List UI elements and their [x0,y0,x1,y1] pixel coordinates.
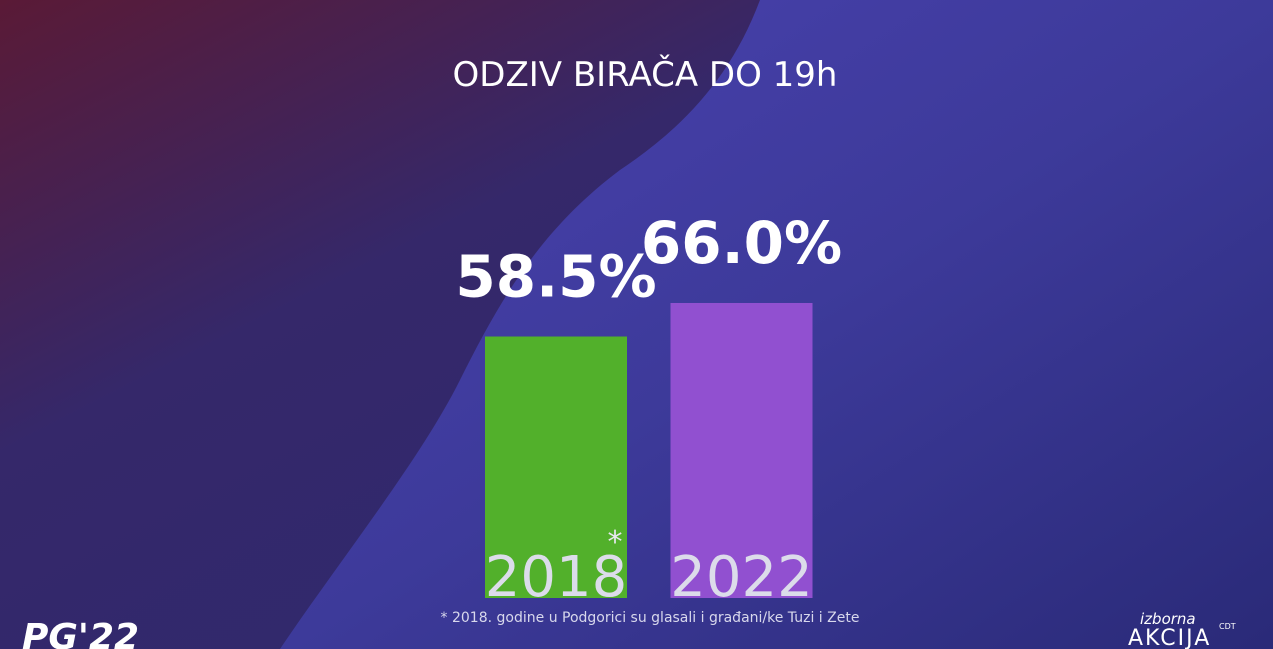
logo-left: PG'22 [22,617,139,649]
logo-right-main: AKCIJA [1128,626,1211,649]
chart-title: ODZIV BIRAČA DO 19h [453,54,838,95]
category-label: 2018 [485,545,628,610]
logo-right-small: CDT [1219,622,1236,631]
value-label: 66.0% [641,209,842,277]
annotation: * [608,525,623,560]
category-label: 2022 [670,545,813,610]
logo-right-top: izborna [1140,610,1196,628]
bar [485,336,627,598]
value-label: 58.5% [455,243,656,311]
footnote: * 2018. godine u Podgorici su glasali i … [441,610,860,626]
bar [670,302,813,598]
